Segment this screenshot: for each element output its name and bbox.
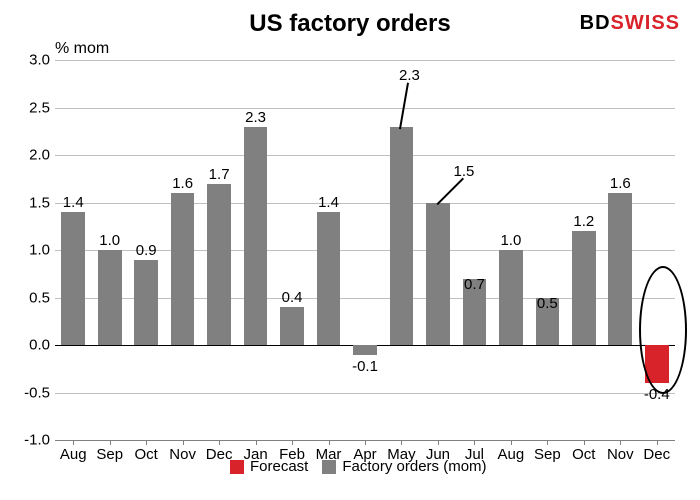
y-tick-label: 0.5 xyxy=(5,289,50,306)
legend-label-series: Factory orders (mom) xyxy=(342,458,486,475)
bar-value-label: 1.4 xyxy=(63,194,84,211)
leader-line xyxy=(437,177,464,204)
y-tick-label: 3.0 xyxy=(5,52,50,69)
bar xyxy=(390,127,414,346)
y-tick-label: -1.0 xyxy=(5,432,50,449)
gridline xyxy=(55,155,675,156)
x-tick-label: Aug xyxy=(60,446,87,463)
bar-value-label: 1.0 xyxy=(500,232,521,249)
logo-bd: BD xyxy=(580,12,611,34)
x-tick-label: Sep xyxy=(96,446,123,463)
bar xyxy=(572,231,596,345)
bar xyxy=(353,345,377,355)
bar-value-label: 1.6 xyxy=(172,175,193,192)
gridline xyxy=(55,393,675,394)
y-tick-label: 2.5 xyxy=(5,99,50,116)
legend-label-forecast: Forecast xyxy=(250,458,308,475)
x-tick-label: Nov xyxy=(169,446,196,463)
gridline xyxy=(55,203,675,204)
y-tick-label: 2.0 xyxy=(5,147,50,164)
bar xyxy=(244,127,268,346)
gridline xyxy=(55,108,675,109)
legend: Forecast Factory orders (mom) xyxy=(230,458,487,475)
bar xyxy=(61,212,85,345)
bar xyxy=(608,193,632,345)
legend-swatch-forecast xyxy=(230,460,244,474)
bar-value-label: 1.5 xyxy=(454,163,475,180)
plot-area: -1.0-0.50.00.51.01.52.02.53.01.4Aug1.0Se… xyxy=(55,60,675,440)
bar xyxy=(426,203,450,346)
bar-value-label: 0.5 xyxy=(537,295,558,312)
x-tick-label: Sep xyxy=(534,446,561,463)
bar-value-label: 2.3 xyxy=(245,109,266,126)
y-tick-label: 1.5 xyxy=(5,194,50,211)
x-tick-label: Nov xyxy=(607,446,634,463)
bar xyxy=(207,184,231,346)
x-tick-label: Aug xyxy=(498,446,525,463)
bar xyxy=(98,250,122,345)
brand-logo: BDSWISS xyxy=(580,12,680,35)
x-tick-label: Dec xyxy=(206,446,233,463)
bar-value-label: 1.0 xyxy=(99,232,120,249)
x-tick-label: Dec xyxy=(643,446,670,463)
bar-value-label: 0.9 xyxy=(136,242,157,259)
bar xyxy=(171,193,195,345)
bar-value-label: 1.6 xyxy=(610,175,631,192)
x-axis-line xyxy=(55,440,675,441)
x-tick-label: Oct xyxy=(135,446,158,463)
bar-value-label: -0.1 xyxy=(352,358,378,375)
y-tick-label: -0.5 xyxy=(5,384,50,401)
bar xyxy=(499,250,523,345)
bar-value-label: 0.4 xyxy=(282,289,303,306)
bar-value-label: 0.7 xyxy=(464,276,485,293)
bar xyxy=(317,212,341,345)
leader-line xyxy=(400,82,409,128)
logo-swiss: SWISS xyxy=(611,12,680,34)
chart-container: US factory orders BDSWISS % mom -1.0-0.5… xyxy=(0,0,700,500)
y-tick-label: 1.0 xyxy=(5,242,50,259)
y-axis-label: % mom xyxy=(55,40,109,58)
y-tick-label: 0.0 xyxy=(5,337,50,354)
bar xyxy=(280,307,304,345)
bar-value-label: 1.2 xyxy=(573,213,594,230)
legend-swatch-series xyxy=(322,460,336,474)
bar-value-label: 1.7 xyxy=(209,166,230,183)
bar-value-label: 1.4 xyxy=(318,194,339,211)
highlight-ellipse xyxy=(639,266,687,394)
bar-value-label: 2.3 xyxy=(399,67,420,84)
gridline xyxy=(55,60,675,61)
bar xyxy=(134,260,158,346)
x-tick-label: Oct xyxy=(572,446,595,463)
